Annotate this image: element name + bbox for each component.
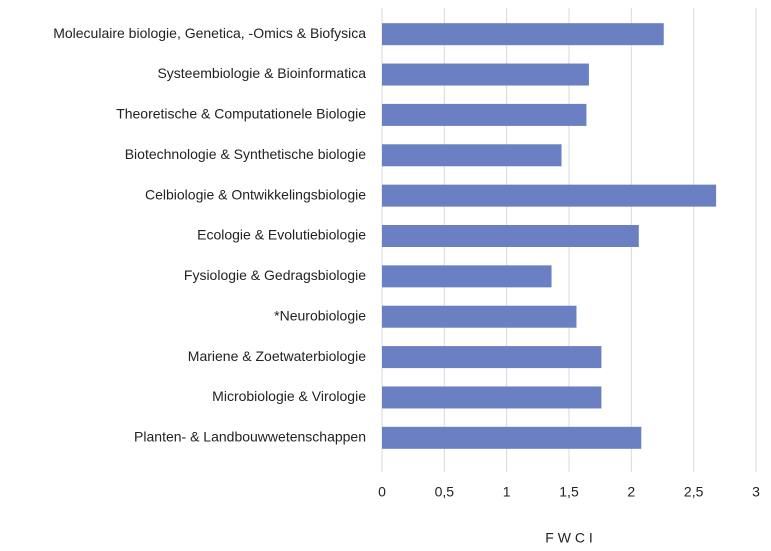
bar <box>382 225 639 247</box>
x-axis-title: F W C I <box>545 530 592 546</box>
y-tick-label: Microbiologie & Virologie <box>212 388 366 404</box>
x-tick-label: 3 <box>752 484 760 500</box>
x-tick-label: 2 <box>627 484 635 500</box>
x-tick-label: 0 <box>378 484 386 500</box>
x-tick-label: 1 <box>503 484 511 500</box>
bar <box>382 63 589 86</box>
bar <box>382 144 562 167</box>
y-tick-label: Biotechnologie & Synthetische biologie <box>125 146 366 162</box>
y-tick-label: Fysiologie & Gedragsbiologie <box>184 267 366 283</box>
bar <box>382 265 552 288</box>
bar <box>382 346 602 369</box>
y-tick-label: Planten- & Landbouwwetenschappen <box>134 429 366 445</box>
bar <box>382 184 717 207</box>
y-tick-label: Moleculaire biologie, Genetica, -Omics &… <box>53 25 366 41</box>
y-tick-label: Theoretische & Computationele Biologie <box>116 106 366 122</box>
x-tick-label: 2,5 <box>684 484 704 500</box>
bar <box>382 103 587 126</box>
x-tick-label: 0,5 <box>435 484 455 500</box>
bar <box>382 386 602 409</box>
bar <box>382 23 664 46</box>
bar <box>382 305 577 328</box>
y-tick-label: Systeembiologie & Bioinformatica <box>157 65 366 81</box>
y-tick-label: Mariene & Zoetwaterbiologie <box>188 348 366 364</box>
y-tick-label: *Neurobiologie <box>274 307 366 323</box>
y-tick-label: Ecologie & Evolutiebiologie <box>197 227 366 243</box>
x-tick-label: 1,5 <box>559 484 579 500</box>
bar <box>382 426 642 449</box>
y-tick-label: Celbiologie & Ontwikkelingsbiologie <box>145 186 366 202</box>
